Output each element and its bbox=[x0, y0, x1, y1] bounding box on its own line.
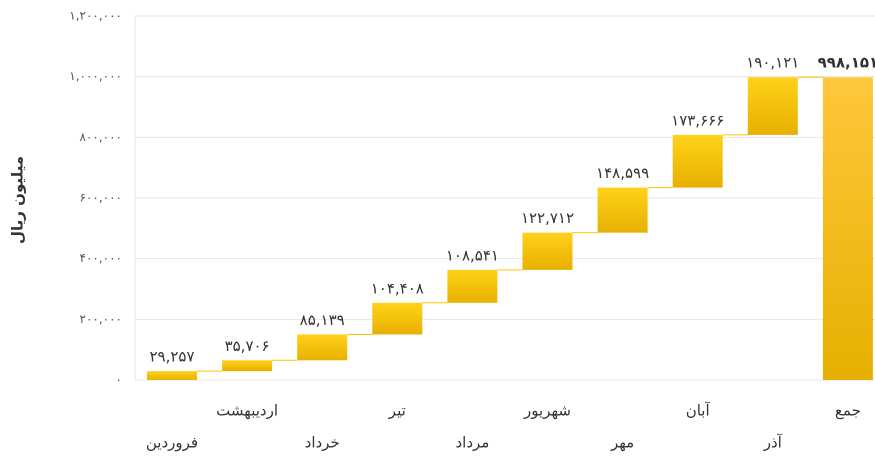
y-tick-label: ۲۰۰,۰۰۰ bbox=[80, 312, 123, 326]
total-label: ۹۹۸,۱۵۱ bbox=[818, 54, 875, 72]
value-label: ۱۴۸,۵۹۹ bbox=[596, 164, 649, 182]
y-axis-title: میلیون ریال bbox=[9, 156, 27, 244]
bar bbox=[297, 334, 348, 361]
value-label: ۱۹۰,۱۲۱ bbox=[746, 54, 799, 72]
bar bbox=[147, 371, 197, 380]
bar bbox=[372, 302, 423, 335]
x-tick-label: مرداد bbox=[455, 434, 489, 452]
x-tick-label: مهر bbox=[610, 434, 634, 452]
y-tick-label: ۶۰۰,۰۰۰ bbox=[80, 191, 123, 205]
y-tick-label: ۱,۲۰۰,۰۰۰ bbox=[69, 9, 122, 23]
bar bbox=[672, 134, 723, 188]
bar bbox=[597, 187, 648, 233]
value-label: ۱۷۳,۶۶۶ bbox=[671, 111, 724, 129]
x-tick-label: تیر bbox=[388, 402, 406, 420]
value-label: ۱۰۸,۵۴۱ bbox=[446, 246, 499, 264]
x-tick-label: فروردین bbox=[146, 434, 198, 452]
x-tick-label: آذر bbox=[763, 434, 783, 452]
bar bbox=[747, 77, 798, 135]
x-tick-label: خرداد bbox=[305, 434, 340, 452]
x-tick-label: شهریور bbox=[523, 402, 571, 420]
y-tick-label: ۱,۰۰۰,۰۰۰ bbox=[69, 69, 122, 83]
value-label: ۸۵,۱۳۹ bbox=[300, 311, 345, 329]
y-tick-label: ۸۰۰,۰۰۰ bbox=[80, 130, 123, 144]
bar bbox=[222, 360, 273, 372]
y-tick-label: ۴۰۰,۰۰۰ bbox=[80, 251, 123, 265]
total-bar bbox=[822, 77, 873, 380]
x-tick-label: آبان bbox=[686, 402, 711, 420]
x-tick-label: جمع bbox=[835, 402, 861, 420]
value-label: ۱۰۴,۴۰۸ bbox=[371, 279, 424, 297]
value-label: ۳۵,۷۰۶ bbox=[225, 337, 270, 355]
value-label: ۲۹,۲۵۷ bbox=[149, 348, 194, 366]
bar bbox=[522, 232, 573, 270]
y-tick-label: ۰ bbox=[116, 373, 122, 387]
bar bbox=[447, 269, 498, 303]
x-tick-label: اردیبهشت bbox=[216, 402, 278, 420]
value-label: ۱۲۲,۷۱۲ bbox=[521, 209, 574, 227]
